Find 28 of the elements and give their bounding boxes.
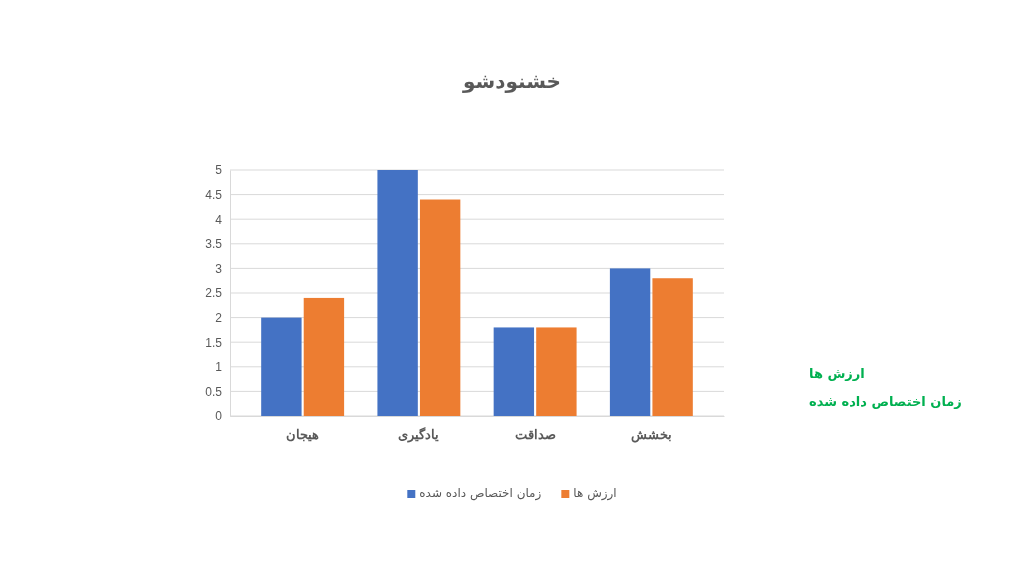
x-tick-label: هیجان <box>286 427 320 443</box>
y-tick-label: 3.5 <box>205 237 223 252</box>
y-tick-label: 2.5 <box>205 286 223 301</box>
bar <box>377 170 418 416</box>
bar <box>652 278 693 416</box>
bar <box>261 317 302 416</box>
y-tick-label: 4 <box>215 212 223 227</box>
y-tick-label: 4.5 <box>205 187 223 202</box>
x-tick-label: صداقت <box>514 427 556 443</box>
y-tick-label: 0 <box>215 409 223 424</box>
x-tick-label: یادگیری <box>398 426 440 444</box>
bar <box>493 327 535 416</box>
y-tick-label: 1.5 <box>205 335 223 350</box>
text: ارزش ها <box>809 366 865 381</box>
y-tick-label: 1 <box>215 360 223 375</box>
y-tick-label: 5 <box>215 163 223 178</box>
legend-label: ارزش ها <box>573 486 617 501</box>
x-tick-label: بخشش <box>630 427 672 444</box>
bar <box>419 199 461 416</box>
bar <box>536 327 577 416</box>
y-tick-label: 2 <box>215 310 223 325</box>
y-tick-label: 0.5 <box>205 384 223 399</box>
legend-label: زمان اختصاص داده شده <box>419 486 542 501</box>
y-tick-label: 3 <box>215 261 223 276</box>
bar <box>609 268 651 416</box>
text: زمان اختصاص داده شده <box>809 394 962 409</box>
bar <box>303 297 345 416</box>
chart-title: خشنودشو <box>462 69 561 93</box>
